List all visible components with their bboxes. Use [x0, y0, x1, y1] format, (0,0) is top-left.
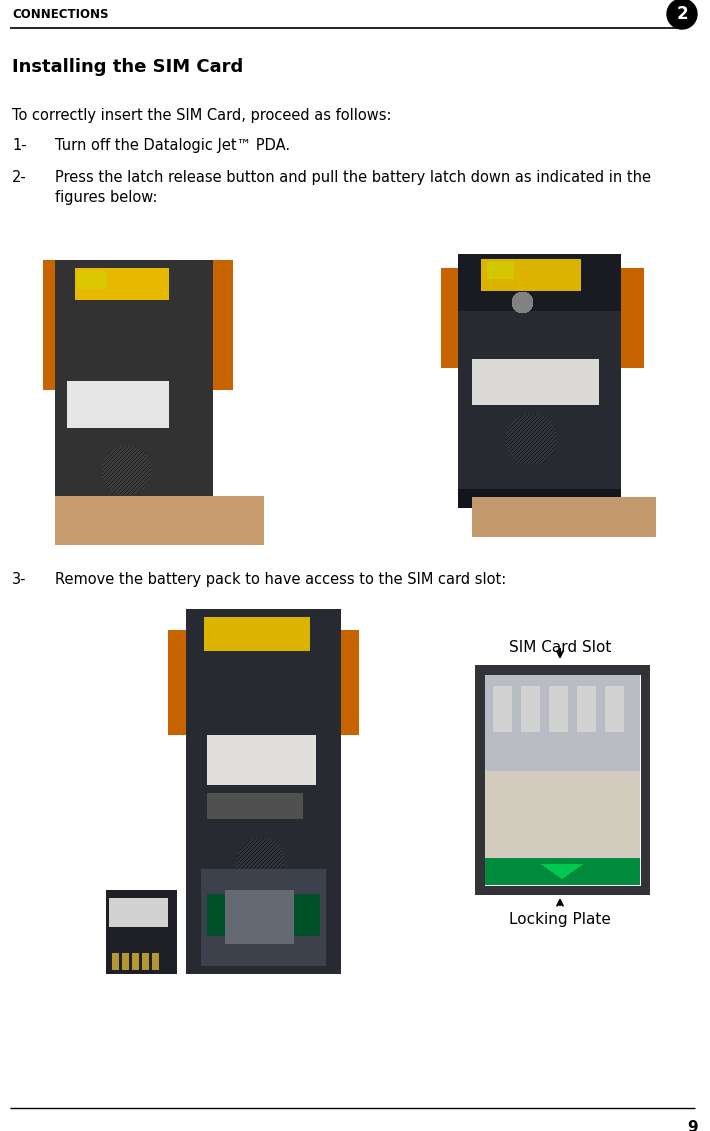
Text: 2-: 2- [12, 170, 27, 185]
Text: Turn off the Datalogic Jet™ PDA.: Turn off the Datalogic Jet™ PDA. [55, 138, 290, 153]
Text: Installing the SIM Card: Installing the SIM Card [12, 58, 244, 76]
Text: Locking Plate: Locking Plate [509, 912, 611, 927]
Text: 3-: 3- [12, 572, 26, 587]
Text: To correctly insert the SIM Card, proceed as follows:: To correctly insert the SIM Card, procee… [12, 107, 391, 123]
Text: figures below:: figures below: [55, 190, 158, 205]
Text: CONNECTIONS: CONNECTIONS [12, 8, 109, 21]
Text: Remove the battery pack to have access to the SIM card slot:: Remove the battery pack to have access t… [55, 572, 506, 587]
Circle shape [667, 0, 697, 29]
Text: Press the latch release button and pull the battery latch down as indicated in t: Press the latch release button and pull … [55, 170, 651, 185]
Text: 2: 2 [676, 5, 688, 23]
Text: SIM Card Slot: SIM Card Slot [509, 640, 611, 655]
Text: 1-: 1- [12, 138, 27, 153]
Text: 9: 9 [687, 1120, 698, 1131]
